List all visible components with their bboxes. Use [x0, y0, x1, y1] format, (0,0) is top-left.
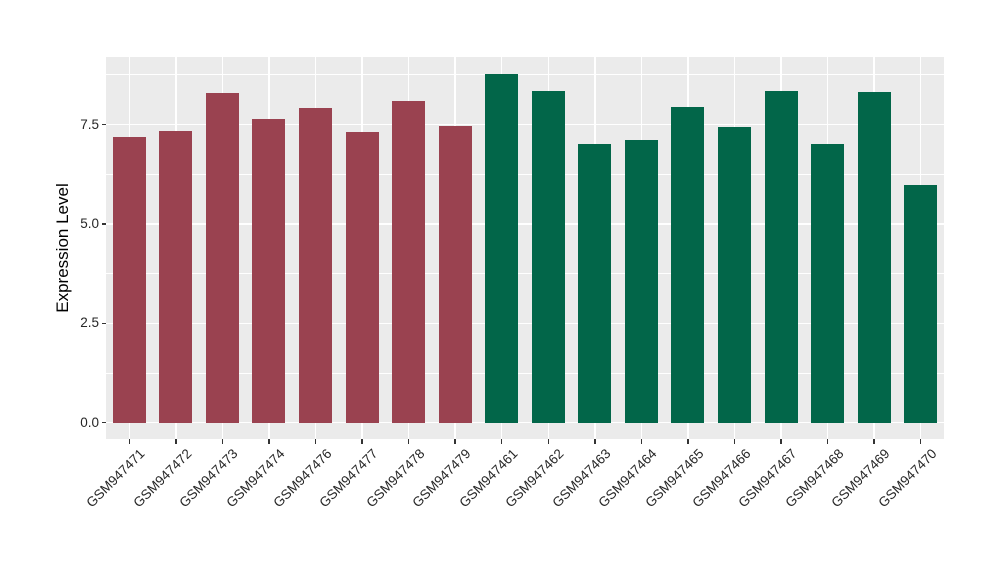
x-tick-mark: [826, 439, 829, 444]
bar-GSM947462: [531, 90, 565, 423]
bar-GSM947468: [811, 143, 845, 423]
y-tick-label: 0.0: [80, 414, 99, 430]
gridline-minor-horizontal: [106, 173, 944, 175]
x-tick-mark: [733, 439, 736, 444]
x-tick-mark: [128, 439, 131, 444]
x-tick-mark: [454, 439, 456, 444]
gridline-minor-horizontal: [106, 273, 944, 275]
x-tick-mark: [547, 439, 550, 444]
bar-GSM947470: [904, 185, 938, 423]
bar-GSM947478: [392, 100, 426, 423]
bar-GSM947461: [485, 73, 519, 423]
x-tick-mark: [407, 439, 410, 444]
x-tick-mark: [314, 439, 317, 444]
x-tick-mark: [594, 439, 596, 444]
bar-GSM947465: [671, 106, 705, 423]
bar-GSM947476: [299, 108, 332, 423]
bar-GSM947474: [252, 119, 286, 423]
bar-GSM947472: [159, 131, 193, 423]
x-tick-mark: [640, 439, 643, 444]
x-tick-mark: [175, 439, 177, 444]
gridline-major-horizontal: [106, 322, 944, 325]
y-tick-label: 7.5: [80, 116, 99, 132]
bar-GSM947471: [112, 137, 146, 423]
x-tick-mark: [873, 439, 875, 444]
x-tick-mark: [687, 439, 689, 444]
y-tick-mark: [101, 123, 106, 126]
bar-GSM947469: [857, 91, 891, 423]
bar-GSM947477: [345, 132, 379, 423]
gridline-major-horizontal: [106, 421, 944, 424]
y-tick-label: 5.0: [80, 215, 99, 231]
x-tick-mark: [221, 439, 224, 444]
y-tick-mark: [101, 322, 106, 325]
y-tick-label: 2.5: [80, 315, 99, 331]
bar-GSM947467: [764, 90, 798, 423]
x-tick-mark: [268, 439, 270, 444]
x-tick-mark: [780, 439, 782, 444]
plot-panel: [106, 57, 944, 439]
bar-GSM947463: [578, 143, 612, 423]
bar-GSM947479: [438, 125, 472, 423]
gridline-minor-horizontal: [106, 372, 944, 374]
gridline-major-horizontal: [106, 223, 944, 225]
x-tick-mark: [361, 439, 363, 444]
gridline-minor-horizontal: [106, 74, 944, 76]
x-tick-label: GSM947470: [875, 446, 940, 511]
gridline-major-horizontal: [106, 123, 944, 126]
x-tick-mark: [919, 439, 922, 444]
y-axis-title: Expression Level: [53, 183, 72, 313]
bar-GSM947466: [718, 127, 751, 423]
x-tick-mark: [500, 439, 503, 444]
bar-GSM947464: [624, 140, 658, 423]
y-tick-mark: [101, 421, 106, 424]
y-tick-mark: [101, 223, 106, 225]
bar-GSM947473: [205, 93, 239, 423]
